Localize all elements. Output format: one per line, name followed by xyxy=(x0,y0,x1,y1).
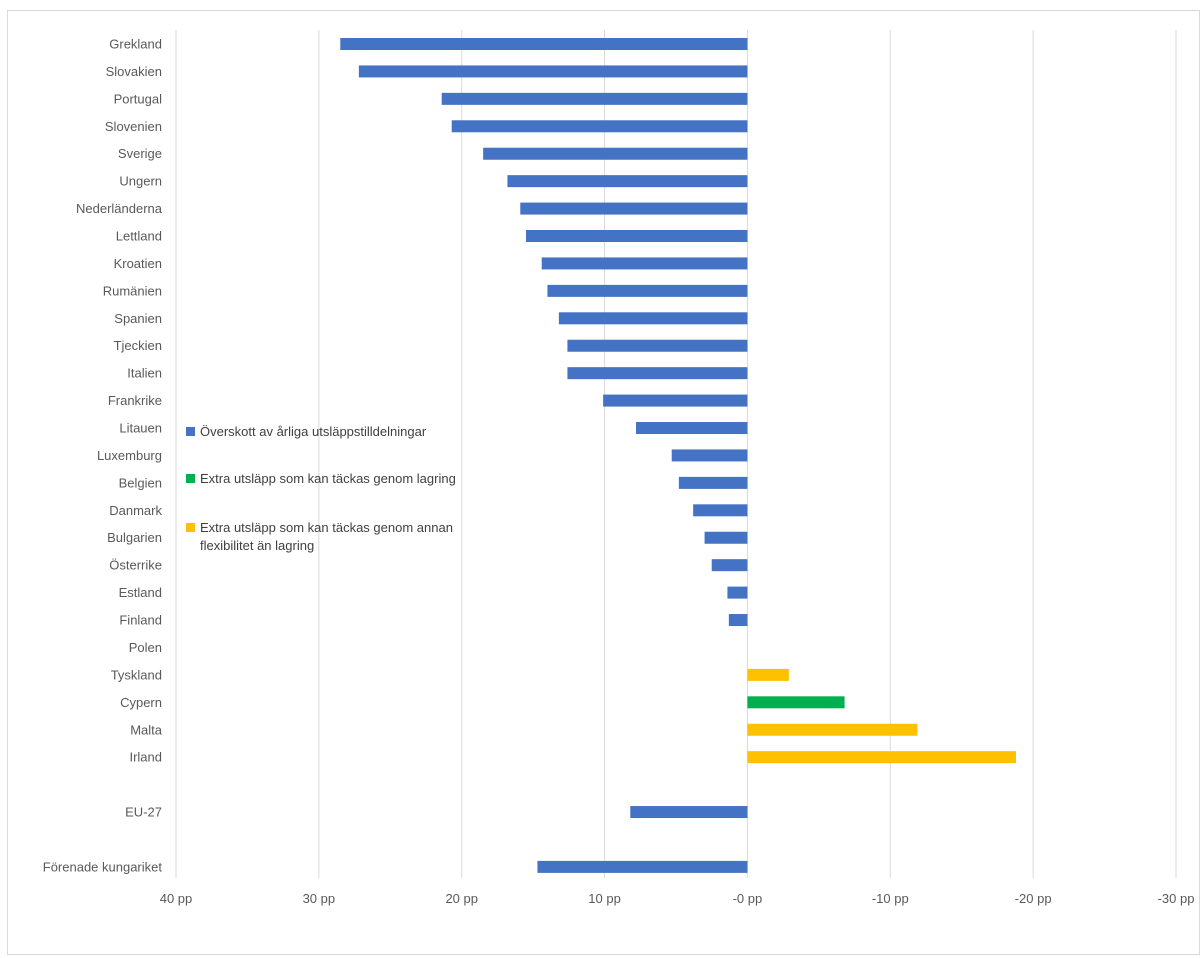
bar-litauen xyxy=(636,422,748,435)
chart-frame xyxy=(7,10,1200,955)
bar-danmark xyxy=(693,504,748,517)
category-label: Polen xyxy=(129,640,162,655)
bar-österrike xyxy=(711,559,748,572)
bar-irland xyxy=(747,751,1016,764)
x-tick-label: -20 pp xyxy=(1015,891,1052,906)
category-label: Rumänien xyxy=(103,283,162,298)
bar-slovakien xyxy=(358,65,748,78)
bar-belgien xyxy=(678,476,748,489)
bars xyxy=(340,38,1016,873)
category-label: Belgien xyxy=(119,475,162,490)
category-label: Portugal xyxy=(114,91,163,106)
bar-sverige xyxy=(483,147,748,160)
category-label: Irland xyxy=(129,750,162,765)
legend-entry: Extra utsläpp som kan täckas genom lagri… xyxy=(200,471,456,486)
category-label: Grekland xyxy=(109,37,162,52)
bar-cypern xyxy=(747,696,845,709)
bar-rumänien xyxy=(547,284,748,297)
category-label: Danmark xyxy=(109,503,162,518)
x-tick-label: -30 pp xyxy=(1158,891,1195,906)
x-tick-labels: 40 pp 30 pp 20 pp 10 pp -0 pp -10 pp -20 pp -30… xyxy=(160,891,1195,906)
legend: Överskott av årliga utsläppstilldelninga… xyxy=(186,424,456,553)
category-label: Österrike xyxy=(109,558,162,573)
category-label: Bulgarien xyxy=(107,530,162,545)
category-label: Malta xyxy=(130,722,163,737)
category-label: Kroatien xyxy=(114,256,162,271)
category-label: Sverige xyxy=(118,146,162,161)
x-tick-label: 10 pp xyxy=(588,891,621,906)
bar-estland xyxy=(727,586,748,599)
category-label: Cypern xyxy=(120,695,162,710)
category-label: Ungern xyxy=(119,174,162,189)
bar-frankrike xyxy=(603,394,748,407)
x-tick-label: 20 pp xyxy=(445,891,478,906)
bar-grekland xyxy=(340,38,748,50)
bar-tyskland xyxy=(747,668,789,681)
x-tick-label: 30 pp xyxy=(303,891,336,906)
bar-nederländerna xyxy=(520,202,748,215)
category-label: Litauen xyxy=(119,421,162,436)
legend-swatch xyxy=(186,427,195,436)
category-labels: Grekland Slovakien Portugal Slovenien Sverig… xyxy=(43,37,163,875)
bar-kroatien xyxy=(541,257,748,270)
bar-finland xyxy=(728,614,748,627)
category-label: Spanien xyxy=(114,311,162,326)
category-label: Nederländerna xyxy=(76,201,163,216)
bar-lettland xyxy=(526,230,748,243)
category-label: EU-27 xyxy=(125,805,162,820)
bar-malta xyxy=(747,723,918,736)
category-label: Tjeckien xyxy=(114,338,162,353)
bar-italien xyxy=(567,367,748,380)
bar-bulgarien xyxy=(704,531,748,544)
category-label: Frankrike xyxy=(108,393,162,408)
bar-ungern xyxy=(507,175,748,188)
x-tick-label: 40 pp xyxy=(160,891,193,906)
category-label: Förenade kungariket xyxy=(43,859,163,874)
category-label: Lettland xyxy=(116,229,162,244)
category-label: Tyskland xyxy=(111,667,162,682)
x-tick-label: -10 pp xyxy=(872,891,909,906)
legend-swatch xyxy=(186,474,195,483)
bar-portugal xyxy=(441,92,748,105)
x-tick-label: -0 pp xyxy=(733,891,763,906)
legend-swatch xyxy=(186,523,195,532)
bar-luxemburg xyxy=(671,449,748,462)
category-label: Slovenien xyxy=(105,119,162,134)
legend-entry: Extra utsläpp som kan täckas genom annan… xyxy=(200,520,453,553)
category-label: Finland xyxy=(119,613,162,628)
legend-entry: Överskott av årliga utsläppstilldelninga… xyxy=(200,424,427,439)
category-label: Italien xyxy=(127,366,162,381)
bar-slovenien xyxy=(451,120,748,133)
bar-spanien xyxy=(558,312,748,325)
bar-förenade-kungariket xyxy=(537,860,748,873)
category-label: Luxemburg xyxy=(97,448,162,463)
bar-eu-27 xyxy=(630,806,748,819)
bar-tjeckien xyxy=(567,339,748,352)
category-label: Slovakien xyxy=(106,64,162,79)
category-label: Estland xyxy=(119,585,162,600)
